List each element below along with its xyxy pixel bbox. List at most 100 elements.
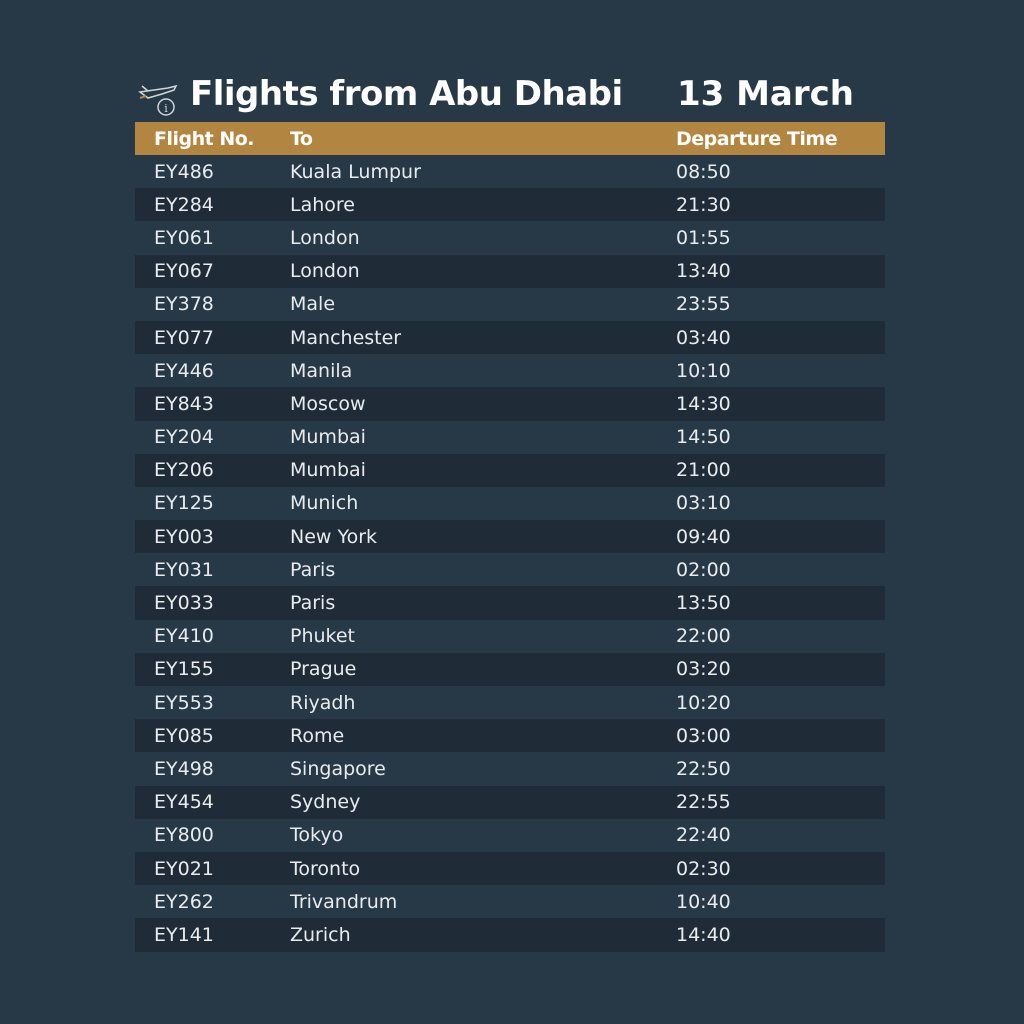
destination: Lahore	[290, 193, 355, 216]
destination: Singapore	[290, 757, 386, 780]
destination: Paris	[290, 558, 336, 581]
destination: Kuala Lumpur	[290, 160, 421, 183]
flight-number: EY067	[154, 260, 214, 283]
flight-number: EY141	[154, 923, 214, 946]
table-row: EY284 Lahore 21:30	[135, 188, 885, 222]
destination: Paris	[290, 592, 336, 615]
table-row: EY206 Mumbai 21:00	[135, 453, 885, 487]
departure-time: 03:40	[676, 326, 731, 349]
date-label: 13 March	[676, 74, 854, 114]
table-row: EY454 Sydney 22:55	[135, 785, 885, 819]
table-row: EY141 Zurich 14:40	[135, 918, 885, 952]
destination: Tokyo	[290, 824, 344, 847]
departure-time: 21:30	[676, 193, 731, 216]
table-row: EY800 Tokyo 22:40	[135, 819, 885, 852]
table-row: EY033 Paris 13:50	[135, 586, 885, 620]
column-header-departure: Departure Time	[676, 127, 838, 150]
table-row: EY077 Manchester 03:40	[135, 320, 885, 355]
departure-time: 22:50	[676, 757, 731, 780]
flight-number: EY206	[154, 459, 214, 482]
table-row: EY446 Manila 10:10	[135, 354, 885, 387]
departure-time: 13:50	[676, 592, 731, 615]
table-row: EY061 London 01:55	[135, 221, 885, 254]
departure-time: 03:20	[676, 658, 731, 681]
departure-time: 13:40	[676, 260, 731, 283]
departure-time: 03:00	[676, 724, 731, 747]
destination: Munich	[290, 492, 359, 515]
destination: Mumbai	[290, 459, 366, 482]
departure-time: 22:00	[676, 625, 731, 648]
flight-number: EY284	[154, 193, 214, 216]
flight-number: EY553	[154, 691, 214, 714]
flight-number: EY262	[154, 890, 214, 913]
departure-time: 01:55	[676, 226, 731, 249]
flight-number: EY085	[154, 724, 214, 747]
destination: Prague	[290, 658, 357, 681]
flight-number: EY077	[154, 326, 214, 349]
departure-time: 22:55	[676, 791, 731, 814]
table-row: EY378 Male 23:55	[135, 288, 885, 321]
plane-info-icon: i	[138, 84, 178, 116]
destination: London	[290, 260, 360, 283]
destination: Sydney	[290, 791, 361, 814]
table-row: EY067 London 13:40	[135, 254, 885, 288]
table-row: EY204 Mumbai 14:50	[135, 421, 885, 454]
table-row: EY410 Phuket 22:00	[135, 620, 885, 653]
flight-number: EY800	[154, 824, 214, 847]
flight-number: EY498	[154, 757, 214, 780]
flight-number: EY843	[154, 392, 214, 415]
page-title: Flights from Abu Dhabi	[190, 74, 623, 114]
column-header-flight: Flight No.	[154, 127, 255, 150]
destination: Riyadh	[290, 691, 356, 714]
departure-time: 22:40	[676, 824, 731, 847]
departure-time: 14:50	[676, 426, 731, 449]
destination: Manila	[290, 359, 353, 382]
flights-table: Flight No. To Departure Time EY486 Kuala …	[135, 122, 885, 952]
departure-time: 10:20	[676, 691, 731, 714]
departure-time: 21:00	[676, 459, 731, 482]
destination: Mumbai	[290, 426, 366, 449]
departure-time: 02:30	[676, 857, 731, 880]
flight-number: EY446	[154, 359, 214, 382]
flight-number: EY155	[154, 658, 214, 681]
flight-number: EY031	[154, 558, 214, 581]
table-row: EY003 New York 09:40	[135, 520, 885, 554]
departure-time: 02:00	[676, 558, 731, 581]
departure-time: 14:40	[676, 923, 731, 946]
flight-number: EY454	[154, 791, 214, 814]
table-row: EY155 Prague 03:20	[135, 652, 885, 686]
flight-number: EY061	[154, 226, 214, 249]
flight-number: EY204	[154, 426, 214, 449]
table-row: EY553 Riyadh 10:20	[135, 686, 885, 719]
table-row: EY498 Singapore 22:50	[135, 752, 885, 785]
destination: Trivandrum	[290, 890, 398, 913]
departure-time: 09:40	[676, 525, 731, 548]
flight-number: EY378	[154, 293, 214, 316]
departure-time: 03:10	[676, 492, 731, 515]
departure-time: 10:40	[676, 890, 731, 913]
destination: Moscow	[290, 392, 366, 415]
table-row: EY031 Paris 02:00	[135, 553, 885, 586]
destination: Manchester	[290, 326, 402, 349]
svg-text:i: i	[164, 102, 168, 115]
departure-time: 23:55	[676, 293, 731, 316]
table-row: EY486 Kuala Lumpur 08:50	[135, 155, 885, 188]
destination: Toronto	[290, 857, 361, 880]
table-row: EY843 Moscow 14:30	[135, 387, 885, 421]
destination: Rome	[290, 724, 345, 747]
departure-time: 10:10	[676, 359, 731, 382]
flight-number: EY125	[154, 492, 214, 515]
column-header-to: To	[290, 127, 313, 150]
flight-number: EY021	[154, 857, 214, 880]
table-row: EY021 Toronto 02:30	[135, 851, 885, 886]
departure-time: 14:30	[676, 392, 731, 415]
destination: Male	[290, 293, 336, 316]
board-title: i Flights from Abu Dhabi 13 March	[138, 74, 854, 120]
flight-number: EY486	[154, 160, 214, 183]
table-row: EY125 Munich 03:10	[135, 487, 885, 520]
flight-number: EY003	[154, 525, 214, 548]
table-row: EY262 Trivandrum 10:40	[135, 885, 885, 918]
table-row: EY085 Rome 03:00	[135, 719, 885, 753]
table-header: Flight No. To Departure Time	[135, 122, 885, 155]
destination: London	[290, 226, 360, 249]
